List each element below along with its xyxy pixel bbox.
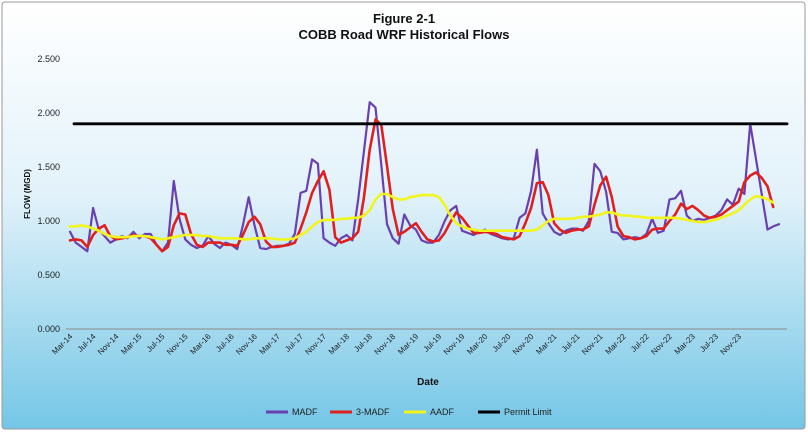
series-line-aadf bbox=[68, 192, 775, 241]
legend-label-permit-limit: Permit Limit bbox=[504, 407, 552, 417]
y-axis-ticks: 0.000 0.500 1.000 1.500 2.000 2.500 bbox=[37, 54, 60, 334]
y-tick-label: 2.000 bbox=[37, 108, 60, 118]
chart-title: Figure 2-1 bbox=[373, 11, 435, 26]
chart-subtitle: COBB Road WRF Historical Flows bbox=[299, 27, 510, 42]
legend-label-madf: MADF bbox=[292, 407, 318, 417]
legend-label-aadf: AADF bbox=[430, 407, 455, 417]
y-axis-label: FLOW (MGD) bbox=[23, 169, 32, 219]
series-line-3-madf bbox=[68, 118, 775, 253]
y-tick-label: 1.500 bbox=[37, 162, 60, 172]
series-line-madf bbox=[68, 101, 781, 253]
y-tick-label: 0.000 bbox=[37, 324, 60, 334]
y-tick-label: 1.000 bbox=[37, 216, 60, 226]
y-tick-label: 0.500 bbox=[37, 270, 60, 280]
series-layer bbox=[68, 101, 789, 253]
x-axis-label: Date bbox=[417, 377, 439, 388]
legend-label-3-madf: 3-MADF bbox=[356, 407, 390, 417]
y-tick-label: 2.500 bbox=[37, 54, 60, 64]
legend: MADF 3-MADF AADF Permit Limit bbox=[266, 407, 552, 417]
